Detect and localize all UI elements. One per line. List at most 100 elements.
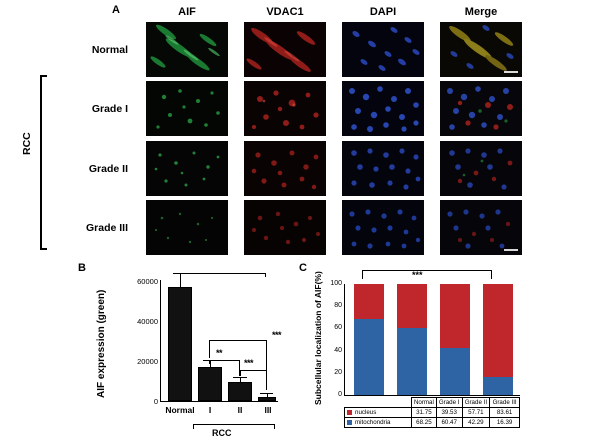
b-sig-bracket-1 bbox=[180, 273, 266, 275]
micrograph-normal-vdac1 bbox=[244, 22, 326, 77]
cell-mitochondria-grade-i: 60.47 bbox=[435, 417, 463, 428]
cell-nucleus-grade-ii: 57.71 bbox=[461, 407, 491, 418]
segment-nucleus-grade-iii bbox=[483, 284, 513, 377]
rcc-group-bracket bbox=[40, 75, 47, 250]
micrograph-grade-iii-aif bbox=[146, 200, 228, 255]
panel-b-y-axis-label: AIF expression (green) bbox=[96, 289, 107, 398]
b-xtick-ii: II bbox=[237, 405, 243, 415]
b-xtick-normal: Normal bbox=[165, 405, 195, 415]
cell-nucleus-grade-iii: 83.61 bbox=[489, 407, 520, 418]
row-label-grade-ii: Grade II bbox=[88, 163, 128, 175]
table-col-normal: Normal bbox=[411, 397, 437, 408]
legend-swatch-mitochondria bbox=[347, 420, 352, 425]
b-sig-bracket-1-right bbox=[265, 273, 267, 277]
column-header-dapi: DAPI bbox=[369, 6, 397, 18]
legend-label-mitochondria: mitochondria bbox=[355, 419, 391, 426]
segment-mitochondria-normal bbox=[354, 319, 384, 395]
b-ytick-20000: 20000 bbox=[137, 357, 158, 366]
micrograph-normal-dapi bbox=[342, 22, 424, 77]
b-x-axis bbox=[160, 401, 278, 403]
b-ytick-60000: 60000 bbox=[137, 277, 158, 286]
errorbar-cap-grade-ii bbox=[233, 377, 247, 379]
table-col-grade-ii: Grade II bbox=[461, 397, 491, 408]
bar-normal bbox=[168, 287, 192, 401]
table-header-row: Normal Grade I Grade II Grade III bbox=[345, 397, 520, 408]
c-ytick-60: 60 bbox=[334, 324, 342, 331]
micrograph-grade-ii-merge bbox=[440, 141, 522, 196]
b-rcc-bracket bbox=[193, 424, 276, 431]
cell-mitochondria-grade-ii: 42.29 bbox=[461, 417, 491, 428]
stacked-bar-grade-iii bbox=[483, 284, 513, 395]
panel-c-label: C bbox=[299, 262, 307, 274]
b-sig-bracket-3-right bbox=[239, 360, 241, 376]
bar-grade-i bbox=[198, 367, 222, 401]
stacked-bar-normal bbox=[354, 284, 384, 395]
panel-c-y-axis-label: Subcellular localization of AIF(%) bbox=[313, 271, 323, 405]
b-sig-bracket-4-right bbox=[266, 370, 268, 390]
b-sig-bracket-4-left bbox=[240, 370, 242, 376]
c-ytick-80: 80 bbox=[334, 302, 342, 309]
micrograph-grade-i-dapi bbox=[342, 81, 424, 136]
micrograph-grade-i-vdac1 bbox=[244, 81, 326, 136]
b-xtick-iii: III bbox=[264, 405, 272, 415]
b-sig-bracket-4 bbox=[240, 370, 267, 372]
segment-nucleus-grade-i bbox=[397, 284, 427, 328]
cell-mitochondria-normal: 68.25 bbox=[411, 417, 437, 428]
micrograph-grade-i-aif bbox=[146, 81, 228, 136]
panel-c-data-table: Normal Grade I Grade II Grade III nucleu… bbox=[344, 397, 520, 428]
column-header-vdac1: VDAC1 bbox=[266, 6, 304, 18]
table-col-grade-i: Grade I bbox=[435, 397, 463, 408]
micrograph-grade-ii-vdac1 bbox=[244, 141, 326, 196]
c-sig-bracket bbox=[362, 270, 492, 281]
micrograph-grade-i-merge bbox=[440, 81, 522, 136]
stacked-bar-grade-ii bbox=[440, 284, 470, 395]
micrograph-grade-ii-dapi bbox=[342, 141, 424, 196]
c-ytick-20: 20 bbox=[334, 369, 342, 376]
panel-c-plot-area bbox=[344, 284, 520, 396]
errorbar-grade-i bbox=[209, 360, 211, 368]
cell-nucleus-normal: 31.75 bbox=[411, 407, 437, 418]
b-sig-bracket-3 bbox=[209, 360, 240, 362]
b-xtick-i: I bbox=[208, 405, 212, 415]
segment-nucleus-grade-ii bbox=[440, 284, 470, 349]
b-sig-bracket-2-right bbox=[266, 340, 268, 390]
cell-mitochondria-grade-iii: 16.39 bbox=[489, 417, 520, 428]
errorbar-grade-ii bbox=[239, 377, 241, 383]
c-ytick-0: 0 bbox=[338, 391, 342, 398]
micrograph-normal-merge bbox=[440, 22, 522, 77]
table-rowhead-mitochondria: mitochondria bbox=[344, 417, 412, 428]
segment-mitochondria-grade-iii bbox=[483, 376, 513, 395]
errorbar-normal bbox=[179, 273, 181, 287]
micrograph-grade-ii-aif bbox=[146, 141, 228, 196]
column-header-merge: Merge bbox=[464, 6, 498, 18]
table-rowhead-nucleus: nucleus bbox=[344, 407, 412, 418]
b-sig-bracket-3-left bbox=[209, 360, 211, 364]
c-ytick-40: 40 bbox=[334, 347, 342, 354]
micrograph-grade-iii-dapi bbox=[342, 200, 424, 255]
legend-label-nucleus: nucleus bbox=[355, 409, 377, 416]
micrograph-grade-iii-merge bbox=[440, 200, 522, 255]
panel-b-label: B bbox=[78, 262, 86, 274]
b-sig-star-2: ** bbox=[216, 348, 223, 358]
column-header-aif: AIF bbox=[178, 6, 196, 18]
errorbar-cap-grade-iii bbox=[260, 393, 273, 395]
b-sig-bracket-2-left bbox=[209, 340, 211, 358]
b-sig-bracket-2 bbox=[209, 340, 267, 342]
micrograph-grade-iii-vdac1 bbox=[244, 200, 326, 255]
row-label-grade-iii: Grade III bbox=[85, 222, 128, 234]
scale-bar bbox=[504, 249, 518, 251]
rcc-group-label: RCC bbox=[21, 132, 33, 155]
bar-grade-ii bbox=[228, 382, 252, 401]
stacked-bar-grade-i bbox=[397, 284, 427, 395]
cell-nucleus-grade-i: 39.53 bbox=[435, 407, 463, 418]
b-ytick-0: 0 bbox=[153, 397, 158, 406]
table-corner-cell bbox=[345, 398, 412, 408]
b-sig-bracket-1-left bbox=[180, 273, 182, 277]
b-rcc-label: RCC bbox=[212, 428, 232, 438]
b-sig-star-1: *** bbox=[272, 330, 282, 340]
legend-swatch-nucleus bbox=[347, 410, 352, 415]
b-y-axis bbox=[160, 280, 162, 402]
row-label-grade-i: Grade I bbox=[91, 103, 128, 115]
segment-nucleus-normal bbox=[354, 284, 384, 320]
